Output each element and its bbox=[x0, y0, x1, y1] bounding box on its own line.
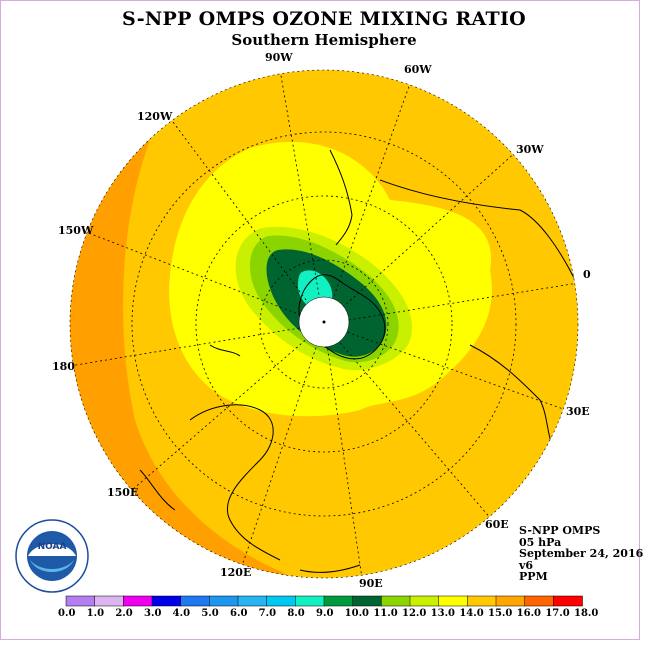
colorbar-swatch bbox=[295, 595, 325, 607]
noaa-logo-text: NOAA bbox=[38, 542, 67, 552]
colorbar-swatch bbox=[524, 595, 555, 607]
map-subtitle: Southern Hemisphere bbox=[231, 31, 417, 49]
info-units: PPM bbox=[519, 570, 548, 584]
info-block: S-NPP OMPS 05 hPa September 24, 2016 v6 … bbox=[519, 525, 643, 583]
colorbar-swatch bbox=[495, 595, 526, 607]
graticule bbox=[70, 70, 578, 578]
colorbar-tick-label: 6.0 bbox=[230, 608, 248, 619]
ozone-field bbox=[70, 70, 578, 578]
colorbar-swatch bbox=[123, 595, 153, 607]
lon-label-60w: 60W bbox=[404, 63, 432, 76]
colorbar-tick-label: 14.0 bbox=[459, 608, 484, 619]
lon-label-60e: 60E bbox=[485, 518, 509, 531]
colorbar-swatch bbox=[209, 595, 239, 607]
colorbar-swatch bbox=[266, 595, 297, 607]
colorbar-swatch bbox=[553, 595, 583, 607]
colorbar-tick-label: 11.0 bbox=[373, 608, 398, 619]
info-level: 05 hPa bbox=[519, 535, 562, 549]
info-date: September 24, 2016 bbox=[519, 547, 644, 561]
info-product: S-NPP OMPS bbox=[519, 524, 601, 537]
colorbar-swatch bbox=[180, 595, 211, 607]
colorbar-swatch bbox=[237, 595, 268, 607]
noaa-logo bbox=[15, 519, 89, 593]
lon-label-180: 180 bbox=[52, 360, 75, 373]
colorbar-tick-label: 8.0 bbox=[287, 608, 305, 619]
lon-label-30e: 30E bbox=[566, 405, 590, 418]
colorbar-swatch bbox=[65, 595, 96, 607]
colorbar-tick-label: 3.0 bbox=[144, 608, 162, 619]
lon-label-120e: 120E bbox=[220, 566, 252, 579]
colorbar-tick-label: 9.0 bbox=[316, 608, 334, 619]
colorbar-tick-label: 10.0 bbox=[344, 608, 370, 619]
lon-label-150w: 150W bbox=[58, 224, 94, 237]
colorbar-swatch bbox=[409, 595, 440, 607]
colorbar-swatch bbox=[438, 595, 469, 607]
south-pole-marker bbox=[322, 320, 326, 324]
lon-label-0: 0 bbox=[583, 268, 591, 281]
colorbar-swatch bbox=[94, 595, 125, 607]
colorbar-tick-label: 18.0 bbox=[574, 608, 599, 619]
colorbar-swatch bbox=[352, 595, 383, 607]
colorbar-tick-label: 15.0 bbox=[488, 608, 513, 619]
info-version: v6 bbox=[519, 558, 534, 572]
map-boundary bbox=[69, 69, 579, 579]
lon-label-120w: 120W bbox=[137, 110, 173, 123]
lon-label-30w: 30W bbox=[516, 143, 544, 156]
colorbar-tick-label: 7.0 bbox=[258, 608, 277, 619]
colorbar-tick-label: 5.0 bbox=[201, 608, 219, 619]
colorbar-tick-label: 13.0 bbox=[430, 608, 456, 619]
colorbar-swatch bbox=[467, 595, 497, 607]
colorbar-swatch bbox=[323, 595, 354, 607]
field-15ppm-west bbox=[70, 70, 330, 578]
colorbar-tick-label: 12.0 bbox=[402, 608, 427, 619]
plot-frame bbox=[0, 0, 640, 640]
colorbar-tick-label: 4.0 bbox=[172, 608, 191, 619]
colorbar-swatch bbox=[151, 595, 182, 607]
lon-label-90w: 90W bbox=[265, 51, 293, 64]
colorbar-tick-label: 17.0 bbox=[545, 608, 570, 619]
colorbar-swatch bbox=[381, 595, 411, 607]
colorbar-tick-label: 0.0 bbox=[58, 608, 76, 619]
lon-label-90e: 90E bbox=[359, 577, 383, 590]
colorbar-tick-label: 1.0 bbox=[86, 608, 105, 619]
lon-label-150e: 150E bbox=[107, 486, 139, 499]
colorbar-tick-label: 16.0 bbox=[516, 608, 542, 619]
map-title: S-NPP OMPS OZONE MIXING RATIO bbox=[121, 8, 527, 30]
colorbar-tick-label: 2.0 bbox=[115, 608, 133, 619]
